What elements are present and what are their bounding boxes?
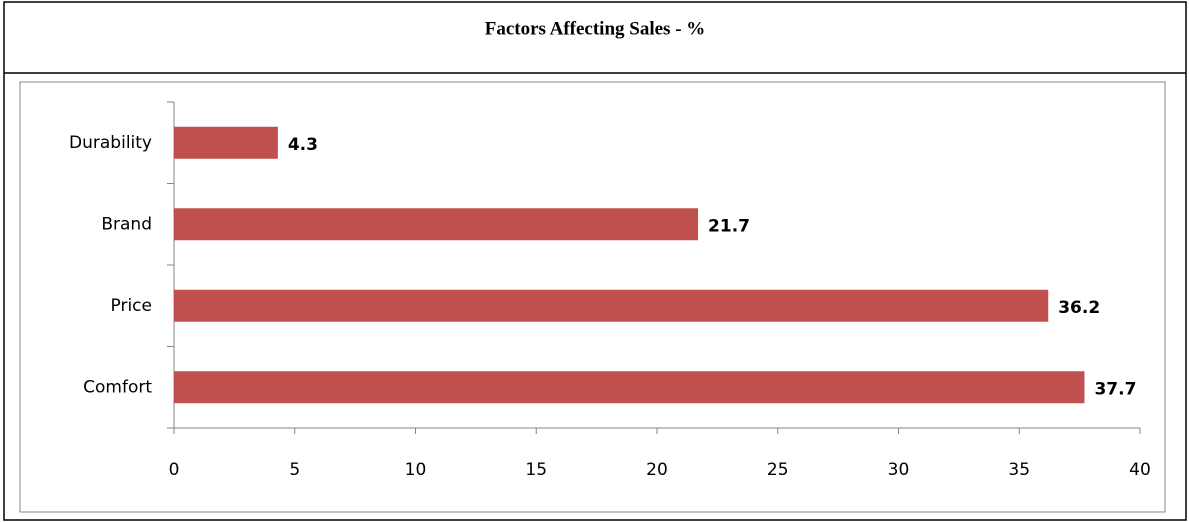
x-tick-label: 30 [888, 460, 910, 480]
data-label: 37.7 [1094, 379, 1136, 399]
x-tick-label: 5 [289, 460, 300, 480]
x-tick-label: 20 [646, 460, 668, 480]
data-label: 21.7 [708, 216, 750, 236]
data-label: 4.3 [288, 135, 318, 155]
x-tick-label: 25 [767, 460, 789, 480]
x-tick-label: 35 [1008, 460, 1030, 480]
bar [174, 371, 1085, 404]
bar [174, 289, 1049, 322]
x-tick-label: 40 [1129, 460, 1151, 480]
y-tick-label: Comfort [83, 377, 152, 397]
x-tick-label: 10 [405, 460, 427, 480]
data-label: 36.2 [1058, 298, 1100, 318]
plot-frame [19, 81, 1166, 513]
y-tick-label: Durability [69, 133, 152, 153]
x-tick-label: 0 [169, 460, 180, 480]
bar [174, 126, 278, 159]
bar [174, 208, 699, 241]
chart-title: Factors Affecting Sales - % [485, 18, 706, 39]
x-tick-label: 15 [525, 460, 547, 480]
y-tick-label: Brand [101, 214, 152, 234]
outer-frame [3, 1, 1187, 521]
y-tick-label: Price [111, 296, 152, 316]
